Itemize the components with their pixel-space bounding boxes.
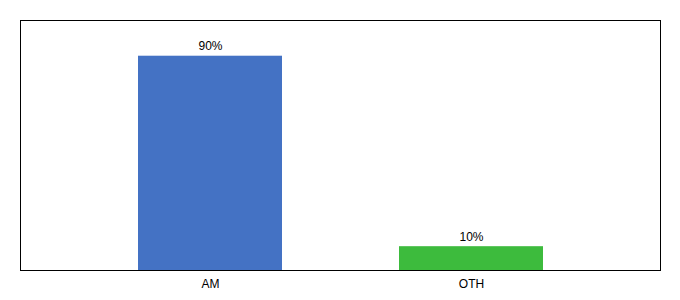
svg-text:AM: AM <box>202 277 220 291</box>
svg-text:90%: 90% <box>198 39 222 53</box>
svg-text:OTH: OTH <box>459 277 484 291</box>
svg-text:10%: 10% <box>459 230 483 244</box>
